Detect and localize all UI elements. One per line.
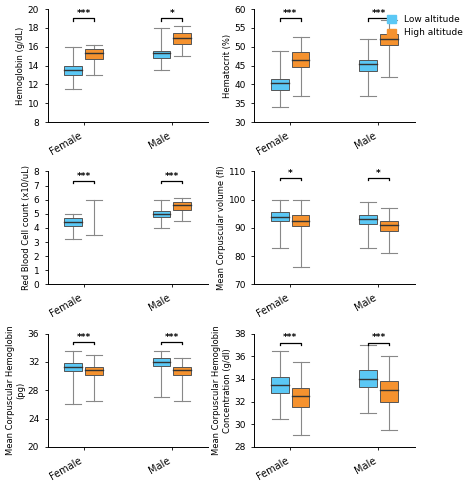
Y-axis label: Hemoglobin (g/dL): Hemoglobin (g/dL) (16, 26, 25, 105)
Text: ***: *** (165, 333, 179, 341)
Bar (271, 376, 289, 393)
Y-axis label: Mean Corpuscular volume (fl): Mean Corpuscular volume (fl) (217, 166, 226, 290)
Y-axis label: Mean Corpuscular Hemoglobin
Concentration (g/dl): Mean Corpuscular Hemoglobin Concentratio… (212, 325, 231, 455)
Text: ***: *** (283, 333, 297, 342)
Y-axis label: Mean Corpuscular Hemoglobin
(pg): Mean Corpuscular Hemoglobin (pg) (6, 325, 25, 455)
Text: ***: *** (76, 172, 91, 181)
Text: ***: *** (371, 333, 385, 342)
Bar (271, 79, 289, 90)
Bar (271, 212, 289, 221)
Text: ***: *** (76, 333, 91, 341)
Bar (85, 367, 103, 375)
Text: ***: *** (165, 172, 179, 181)
Bar (380, 34, 398, 45)
Text: *: * (376, 169, 381, 178)
Bar (359, 370, 377, 387)
Bar (173, 33, 191, 44)
Text: ***: *** (76, 9, 91, 18)
Bar (359, 60, 377, 71)
Bar (292, 215, 310, 226)
Bar (359, 215, 377, 224)
Bar (380, 221, 398, 231)
Bar (153, 51, 170, 58)
Text: ***: *** (283, 9, 297, 18)
Y-axis label: Red Blood Cell count (x10/uL): Red Blood Cell count (x10/uL) (22, 166, 31, 290)
Legend: Low altitude, High altitude: Low altitude, High altitude (384, 11, 466, 41)
Bar (153, 211, 170, 217)
Bar (64, 218, 82, 226)
Bar (292, 388, 310, 407)
Bar (173, 202, 191, 209)
Bar (292, 53, 310, 68)
Bar (173, 367, 191, 375)
Bar (64, 363, 82, 371)
Bar (85, 49, 103, 59)
Text: ***: *** (371, 9, 385, 18)
Bar (380, 381, 398, 402)
Bar (153, 358, 170, 366)
Text: *: * (170, 9, 174, 18)
Bar (64, 66, 82, 75)
Text: *: * (288, 169, 292, 178)
Y-axis label: Hematocrit (%): Hematocrit (%) (222, 34, 231, 97)
